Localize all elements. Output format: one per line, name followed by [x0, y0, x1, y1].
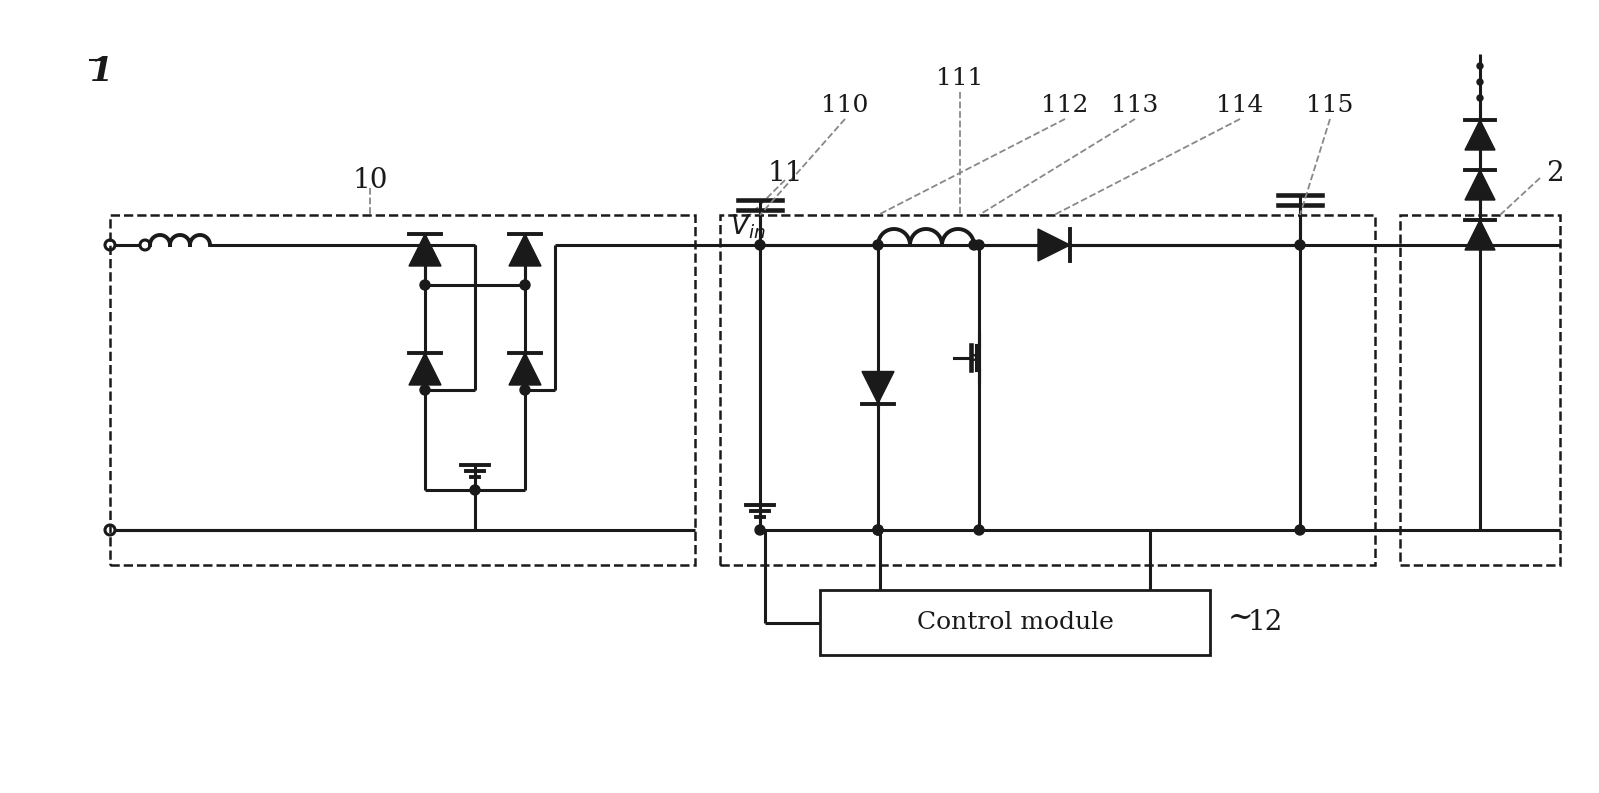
Bar [720, 215, 1375, 565]
Circle shape [974, 525, 983, 535]
Text: 111: 111 [937, 67, 983, 90]
Text: 2: 2 [1546, 160, 1564, 187]
Text: 11: 11 [768, 160, 803, 187]
Circle shape [421, 280, 430, 290]
Circle shape [1477, 63, 1482, 69]
Circle shape [421, 385, 430, 395]
Text: ~: ~ [1228, 603, 1254, 634]
Polygon shape [1465, 170, 1495, 200]
Circle shape [755, 525, 764, 535]
Circle shape [974, 240, 983, 250]
Circle shape [873, 525, 883, 535]
Polygon shape [1038, 229, 1070, 261]
Polygon shape [508, 234, 540, 266]
Circle shape [1477, 79, 1482, 85]
Circle shape [969, 240, 979, 250]
Circle shape [520, 280, 529, 290]
Circle shape [1295, 525, 1305, 535]
Circle shape [1477, 95, 1482, 101]
Polygon shape [862, 371, 894, 404]
Circle shape [1295, 240, 1305, 250]
Text: 1: 1 [90, 55, 114, 88]
Polygon shape [409, 234, 441, 266]
Text: $V_{in}$: $V_{in}$ [731, 213, 766, 241]
Bar [1401, 215, 1561, 565]
Circle shape [470, 485, 480, 495]
Text: 113: 113 [1111, 94, 1159, 117]
Text: 115: 115 [1306, 94, 1354, 117]
Circle shape [873, 525, 883, 535]
Text: 10: 10 [352, 167, 387, 194]
Text: 110: 110 [822, 94, 868, 117]
Text: 114: 114 [1217, 94, 1263, 117]
Polygon shape [409, 353, 441, 385]
Polygon shape [1465, 120, 1495, 150]
Bar [110, 215, 696, 565]
Polygon shape [508, 353, 540, 385]
Text: Control module: Control module [916, 611, 1113, 634]
Polygon shape [1465, 220, 1495, 250]
Circle shape [520, 385, 529, 395]
Circle shape [755, 240, 764, 250]
Circle shape [873, 240, 883, 250]
Bar [820, 590, 1210, 655]
Text: 112: 112 [1041, 94, 1089, 117]
Text: 12: 12 [1247, 609, 1284, 636]
